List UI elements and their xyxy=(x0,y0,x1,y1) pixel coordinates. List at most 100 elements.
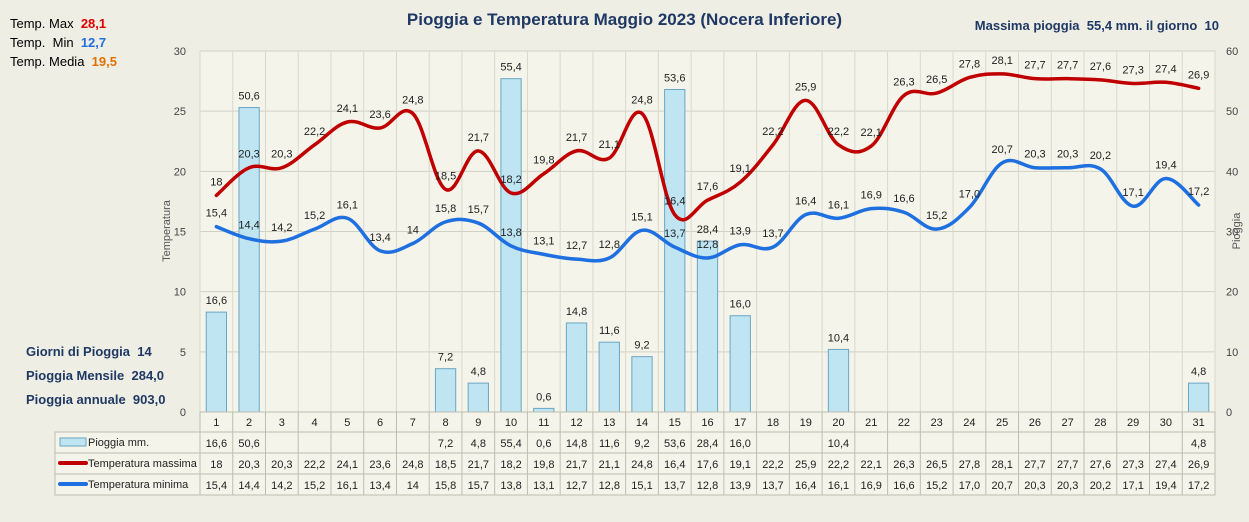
x-tick-label: 6 xyxy=(377,417,383,429)
temp-min-data-label: 15,7 xyxy=(468,204,489,216)
rain-data-label: 11,6 xyxy=(599,325,620,337)
table-cell: 13,9 xyxy=(730,480,751,492)
x-tick-label: 4 xyxy=(312,417,318,429)
x-tick-label: 18 xyxy=(767,417,779,429)
temp-min-data-label: 15,2 xyxy=(926,210,947,222)
table-cell: 53,6 xyxy=(664,438,685,450)
y-right-tick-label: 20 xyxy=(1226,287,1238,299)
temp-max-data-label: 27,4 xyxy=(1155,63,1176,75)
table-cell: 19,1 xyxy=(730,459,751,471)
x-tick-label: 14 xyxy=(636,417,648,429)
temp-max-data-label: 16,4 xyxy=(664,196,685,208)
table-cell: 4,8 xyxy=(471,438,486,450)
x-tick-label: 24 xyxy=(963,417,975,429)
table-cell: 22,1 xyxy=(860,459,881,471)
y-left-tick-label: 20 xyxy=(174,166,186,178)
rain-bar xyxy=(467,382,489,413)
table-cell: 13,7 xyxy=(762,480,783,492)
rain-bar xyxy=(827,348,850,413)
temp-max-data-label: 27,6 xyxy=(1090,61,1111,73)
table-cell: 18,2 xyxy=(500,459,521,471)
x-tick-label: 10 xyxy=(505,417,517,429)
table-cell: 14 xyxy=(407,480,419,492)
y-left-tick-label: 10 xyxy=(174,287,186,299)
rain-data-label: 9,2 xyxy=(634,340,649,352)
temp-min-value: 12,7 xyxy=(80,35,107,50)
temp-min-data-label: 13,9 xyxy=(730,226,751,238)
rain-annual-label: Pioggia annuale xyxy=(26,392,126,407)
table-cell: 18 xyxy=(210,459,222,471)
table-cell: 15,4 xyxy=(206,480,227,492)
table-cell: 28,4 xyxy=(697,438,718,450)
table-cell: 19,8 xyxy=(533,459,554,471)
rain-days-value: 14 xyxy=(137,344,152,359)
temp-min-data-label: 13,1 xyxy=(533,235,554,247)
max-rain-label: Massima pioggia xyxy=(974,18,1080,33)
rain-bar xyxy=(205,311,228,413)
rain-bar xyxy=(729,315,751,413)
table-cell: 17,2 xyxy=(1188,480,1209,492)
x-tick-label: 16 xyxy=(701,417,713,429)
table-cell: 15,7 xyxy=(468,480,489,492)
table-cell: 20,7 xyxy=(991,480,1012,492)
temp-max-data-label: 18,5 xyxy=(435,170,456,182)
temp-max-data-label: 26,5 xyxy=(926,74,947,86)
max-rain-summary: Massima pioggia 55,4 mm. il giorno 10 xyxy=(975,18,1219,33)
rain-data-label: 4,8 xyxy=(1191,366,1206,378)
table-cell: 27,6 xyxy=(1090,459,1111,471)
temp-max-data-label: 24,8 xyxy=(631,95,652,107)
temp-max-line xyxy=(214,72,1201,222)
table-cell: 11,6 xyxy=(599,438,620,450)
rain-data-label: 16,6 xyxy=(206,295,227,307)
rain-data-label: 53,6 xyxy=(664,73,685,85)
temp-min-data-label: 16,4 xyxy=(795,196,816,208)
temp-avg-stat: Temp. Media 19,5 xyxy=(10,54,117,69)
temp-min-data-label: 14,4 xyxy=(238,220,259,232)
temp-max-data-label: 28,1 xyxy=(991,55,1012,67)
x-tick-label: 2 xyxy=(246,417,252,429)
table-cell: 16,1 xyxy=(828,480,849,492)
temp-min-data-label: 15,8 xyxy=(435,203,456,215)
table-cell: 10,4 xyxy=(828,438,849,450)
table-cell: 55,4 xyxy=(500,438,521,450)
x-tick-label: 12 xyxy=(570,417,582,429)
x-tick-label: 1 xyxy=(213,417,219,429)
table-cell: 14,4 xyxy=(238,480,259,492)
temp-min-data-label: 14 xyxy=(407,225,419,237)
table-cell: 20,3 xyxy=(271,459,292,471)
y-right-tick-label: 60 xyxy=(1226,46,1238,58)
rain-bar xyxy=(434,368,457,413)
x-tick-label: 21 xyxy=(865,417,877,429)
rain-annual-value: 903,0 xyxy=(132,392,166,407)
x-tick-label: 30 xyxy=(1160,417,1172,429)
table-cell: 16,9 xyxy=(860,480,881,492)
y-left-axis-title: Temperatura xyxy=(161,199,173,262)
y-right-tick-label: 40 xyxy=(1226,166,1238,178)
rain-data-label: 4,8 xyxy=(471,366,486,378)
temp-max-data-label: 22,2 xyxy=(762,126,783,138)
x-tick-label: 31 xyxy=(1193,417,1205,429)
x-tick-label: 7 xyxy=(410,417,416,429)
temp-max-data-label: 27,8 xyxy=(959,58,980,70)
y-left-tick-label: 5 xyxy=(180,347,186,359)
temp-max-data-label: 22,1 xyxy=(860,127,881,139)
temp-max-data-label: 21,1 xyxy=(599,139,620,151)
data-table xyxy=(54,431,1216,496)
temp-max-data-label: 18 xyxy=(210,176,222,188)
x-tick-label: 26 xyxy=(1029,417,1041,429)
temp-max-stat: Temp. Max 28,1 xyxy=(10,16,106,31)
temp-max-data-label: 24,1 xyxy=(337,103,358,115)
rain-bar xyxy=(631,356,653,413)
table-cell: 16,4 xyxy=(795,480,816,492)
rain-monthly-value: 284,0 xyxy=(131,368,165,383)
table-cell: 19,4 xyxy=(1155,480,1176,492)
rain-annual-stat: Pioggia annuale 903,0 xyxy=(26,392,165,407)
table-cell: 0,6 xyxy=(536,438,551,450)
table-cell: 20,3 xyxy=(1057,480,1078,492)
x-tick-label: 15 xyxy=(669,417,681,429)
legend-label-rain: Pioggia mm. xyxy=(88,437,149,449)
temp-min-data-label: 16,1 xyxy=(337,199,358,211)
temp-max-data-label: 20,3 xyxy=(238,149,259,161)
x-tick-label: 20 xyxy=(832,417,844,429)
table-cell: 24,1 xyxy=(337,459,358,471)
